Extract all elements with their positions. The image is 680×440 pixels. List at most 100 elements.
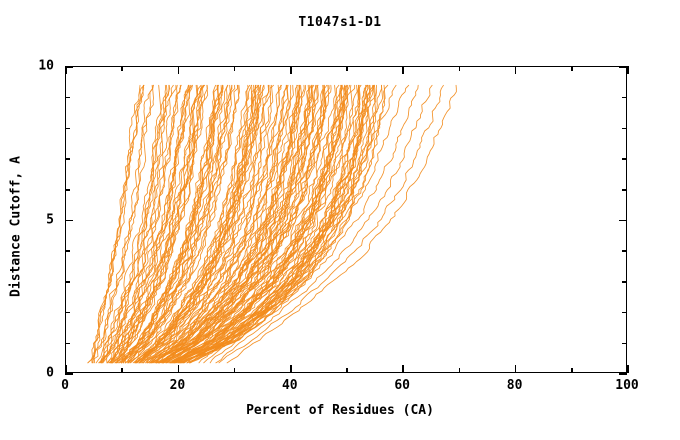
y-tick: [622, 127, 627, 130]
curve: [110, 84, 190, 364]
curve: [190, 84, 389, 364]
x-tick: [402, 66, 404, 74]
x-tick: [402, 365, 404, 373]
curve: [174, 84, 348, 364]
y-tick: [622, 158, 627, 160]
y-tick: [65, 158, 70, 160]
curve: [182, 84, 377, 364]
curve: [139, 84, 262, 364]
curve: [107, 84, 182, 364]
y-tick: [65, 281, 70, 283]
x-tick: [571, 66, 573, 71]
x-tick: [458, 66, 461, 71]
curve: [149, 84, 289, 364]
curve: [158, 84, 312, 364]
curve: [132, 84, 251, 364]
curve: [169, 84, 346, 364]
curve: [109, 84, 198, 364]
x-tick: [627, 365, 629, 373]
x-tick-label: 40: [281, 378, 298, 393]
curve: [138, 84, 253, 364]
curve: [163, 84, 330, 364]
y-tick: [65, 250, 70, 252]
curve: [215, 84, 433, 364]
x-tick: [233, 368, 236, 373]
y-tick-label: 5: [46, 212, 54, 227]
x-tick: [514, 66, 517, 74]
y-tick: [65, 342, 70, 345]
curve: [145, 84, 274, 364]
x-tick: [627, 66, 629, 74]
curve: [120, 84, 223, 364]
curve: [186, 84, 378, 364]
y-tick: [65, 311, 70, 314]
y-tick: [65, 127, 70, 130]
y-tick: [622, 281, 627, 283]
curve: [127, 84, 233, 364]
y-tick: [65, 96, 70, 99]
curve: [135, 84, 260, 364]
curve: [170, 84, 351, 364]
curve: [184, 84, 375, 364]
curve: [177, 84, 358, 364]
curve: [149, 84, 292, 364]
curve: [111, 84, 190, 364]
curve: [138, 84, 262, 364]
curve: [159, 84, 318, 364]
x-tick-label: 100: [615, 378, 639, 393]
x-tick: [65, 365, 67, 373]
curve: [102, 84, 174, 364]
curve: [226, 84, 457, 364]
y-tick: [619, 66, 627, 68]
curve: [160, 84, 313, 364]
y-tick: [622, 250, 627, 252]
curve: [180, 84, 371, 364]
curve: [218, 84, 444, 364]
curve: [143, 84, 274, 364]
curve: [101, 84, 177, 364]
x-tick: [177, 66, 180, 74]
x-tick-label: 20: [169, 378, 186, 393]
curve: [165, 84, 325, 364]
x-tick: [571, 368, 573, 373]
x-tick: [233, 66, 236, 71]
curve: [92, 84, 154, 364]
x-tick-label: 80: [506, 378, 523, 393]
curve: [198, 84, 397, 364]
curve: [163, 84, 332, 364]
curve: [135, 84, 249, 364]
curve: [122, 84, 216, 364]
x-tick: [177, 365, 180, 373]
curve: [122, 84, 224, 364]
curve: [147, 84, 282, 364]
plot-area: [65, 66, 629, 375]
curve: [100, 84, 170, 364]
curve: [186, 84, 383, 364]
curve: [170, 84, 336, 364]
y-tick: [65, 189, 70, 191]
y-tick: [65, 66, 73, 68]
curve: [87, 84, 145, 364]
x-tick: [121, 368, 123, 373]
curve: [111, 84, 204, 364]
curve: [130, 84, 240, 364]
curve: [157, 84, 307, 364]
curve: [182, 84, 368, 364]
x-tick: [346, 66, 348, 71]
curve: [92, 84, 145, 364]
y-tick: [622, 311, 627, 314]
curve: [173, 84, 352, 364]
curve: [209, 84, 419, 364]
y-tick: [65, 373, 73, 375]
x-tick-label: 0: [61, 378, 69, 393]
curve: [162, 84, 319, 364]
curve: [110, 84, 198, 364]
curve: [98, 84, 162, 364]
curve: [179, 84, 362, 364]
y-tick: [622, 189, 627, 191]
curve: [136, 84, 264, 364]
x-tick: [290, 365, 292, 373]
y-tick: [619, 373, 627, 375]
curve: [150, 84, 294, 364]
curve: [99, 84, 168, 364]
